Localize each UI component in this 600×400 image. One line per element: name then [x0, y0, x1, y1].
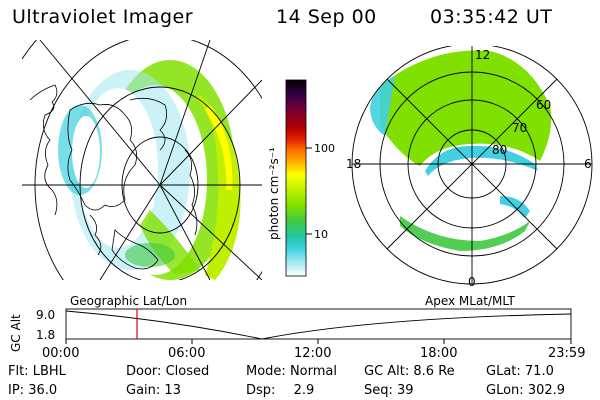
mlt-label-6: 6	[584, 157, 592, 171]
footer-glon: GLon: 302.9	[486, 383, 566, 398]
mlt-label-18: 18	[346, 157, 361, 171]
footer-glat: GLat: 71.0	[486, 364, 554, 379]
altitude-plot: GC Alt 9.0 1.8 00:00 06:00 12:00 18:00 2…	[9, 308, 585, 360]
footer-dsp: Dsp: 2.9	[246, 383, 315, 398]
footer-door: Door: Closed	[126, 364, 210, 379]
apex-label: Apex MLat/MLT	[425, 294, 515, 308]
apex-image: 12 18 6 0 60 70 80	[346, 46, 593, 289]
x-tick-2359: 23:59	[548, 346, 585, 360]
footer-seq: Seq: 39	[364, 383, 414, 398]
colorbar-tick-100: 100	[314, 142, 335, 155]
time-label: 03:35:42 UT	[430, 6, 553, 28]
mlat-label-70: 70	[512, 121, 527, 135]
footer-flt: Flt: LBHL	[8, 364, 66, 379]
mlt-label-12: 12	[475, 48, 490, 62]
mlt-label-0: 0	[468, 275, 476, 289]
colorbar-tick-10: 10	[314, 228, 328, 241]
x-tick-0000: 00:00	[42, 346, 79, 360]
mlat-label-80: 80	[492, 143, 507, 157]
geographic-image	[22, 40, 262, 280]
date-label: 14 Sep 00	[276, 6, 377, 28]
altitude-axis-label: GC Alt	[9, 314, 23, 352]
x-tick-0600: 06:00	[168, 346, 205, 360]
altitude-tick-low: 1.8	[36, 328, 55, 342]
footer-gain: Gain: 13	[126, 383, 181, 398]
x-tick-1200: 12:00	[294, 346, 331, 360]
altitude-tick-high: 9.0	[36, 308, 55, 322]
color-bar: 100 10 photon cm⁻²s⁻¹	[267, 79, 335, 277]
x-tick-1800: 18:00	[420, 346, 457, 360]
footer-ip: IP: 36.0	[8, 383, 58, 398]
footer-gc-alt: GC Alt: 8.6 Re	[364, 364, 455, 379]
page-title: Ultraviolet Imager	[12, 6, 194, 28]
mlat-label-60: 60	[536, 98, 551, 112]
colorbar-unit-label: photon cm⁻²s⁻¹	[267, 147, 281, 240]
footer-mode: Mode: Normal	[246, 364, 337, 379]
geographic-label: Geographic Lat/Lon	[70, 294, 188, 308]
